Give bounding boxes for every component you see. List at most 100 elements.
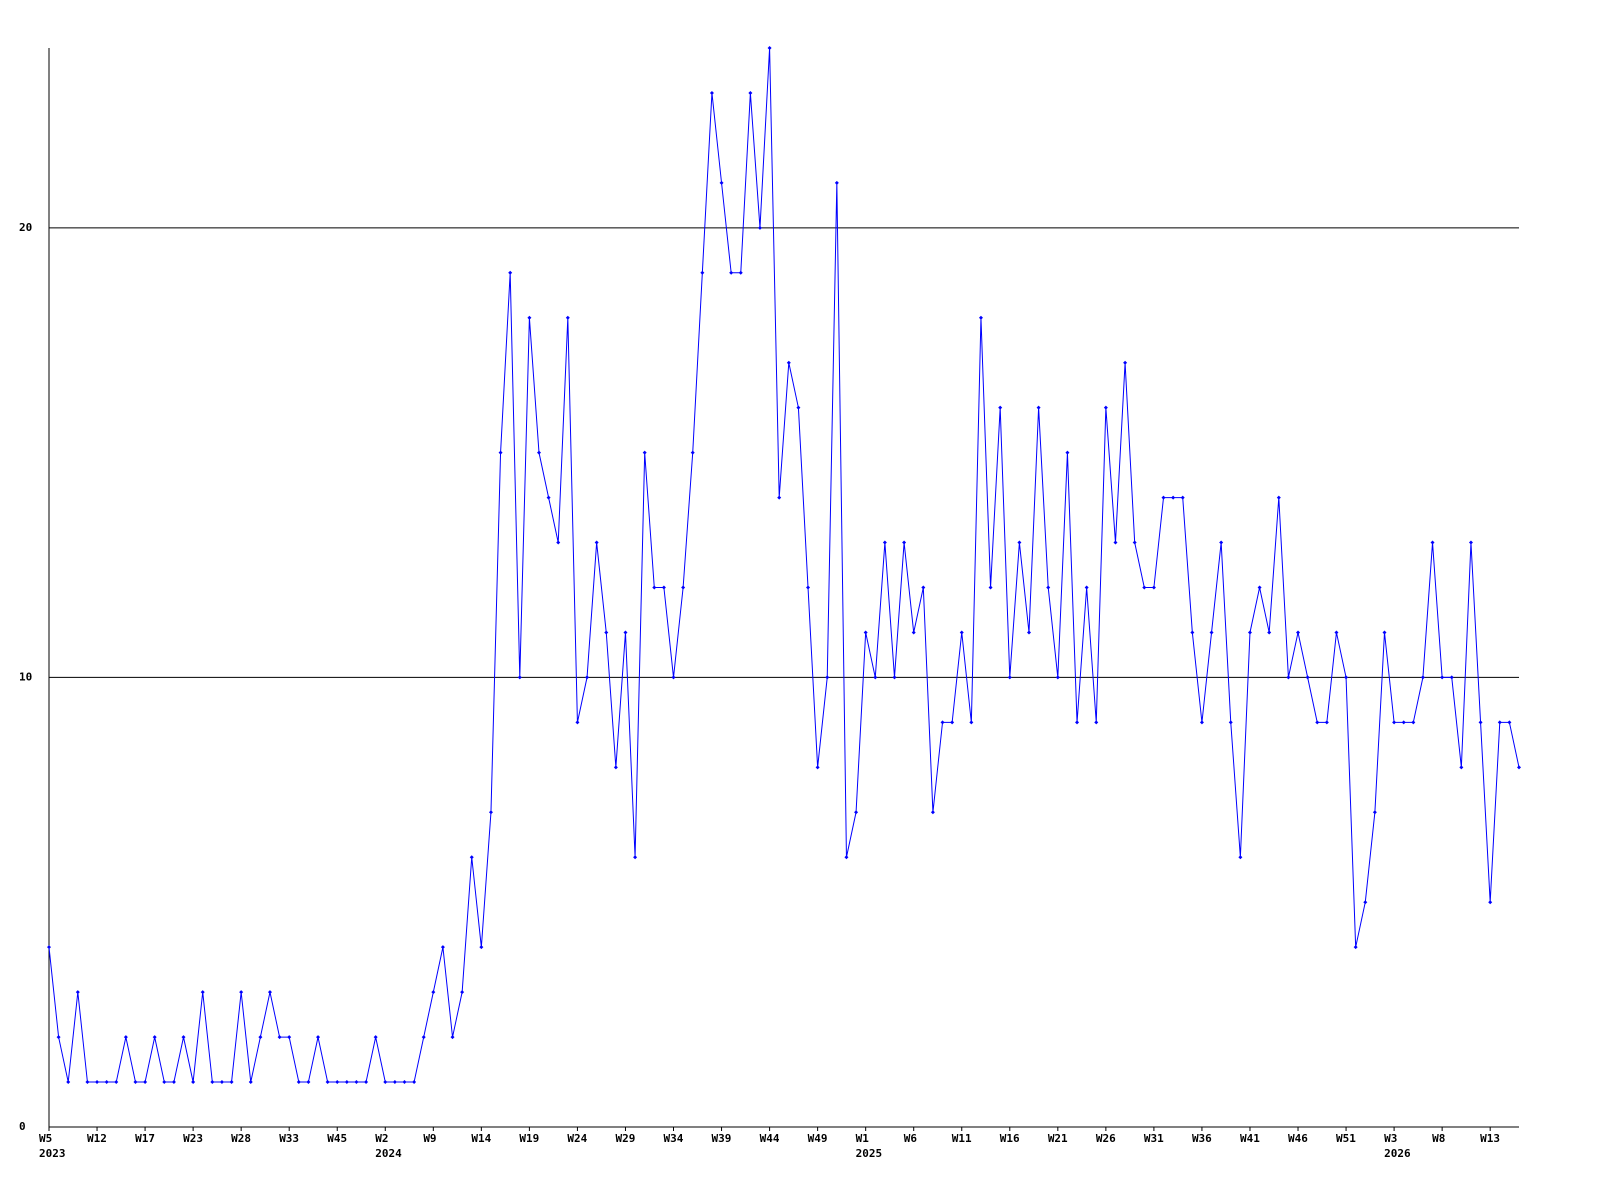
x-year-label: 2025 [856,1147,883,1160]
point [1334,630,1339,635]
point [104,1080,109,1085]
point [786,360,791,365]
point [1180,495,1185,500]
point [950,720,955,725]
point [1440,675,1445,680]
point [815,765,820,770]
x-tick-label: W28 [231,1132,251,1145]
point [335,1080,340,1085]
point [1171,495,1176,500]
point [488,810,493,815]
point [1430,540,1435,545]
point [1036,405,1041,410]
x-tick-label: W36 [1192,1132,1212,1145]
point [219,1080,224,1085]
point [162,1080,167,1085]
point [1478,720,1483,725]
point [1094,720,1099,725]
x-tick-label: W29 [615,1132,635,1145]
point [1055,675,1060,680]
point [1344,675,1349,680]
point [200,990,205,995]
point [412,1080,417,1085]
point [1027,630,1031,635]
point [767,46,772,50]
point [709,90,714,95]
point [757,225,762,230]
x-tick-label: W13 [1480,1132,1500,1145]
x-tick-label: W19 [519,1132,539,1145]
point [1199,720,1204,725]
x-tick-label: W14 [471,1132,491,1145]
x-tick-label: W51 [1336,1132,1356,1145]
point [729,270,734,275]
point [210,1080,215,1085]
point [940,720,945,725]
point [1190,630,1195,635]
x-tick-label: W41 [1240,1132,1260,1145]
point [191,1080,196,1085]
x-tick-label: W11 [952,1132,972,1145]
point [373,1035,378,1040]
point [546,495,551,500]
point [1113,540,1118,545]
point [1353,945,1358,950]
point [825,675,830,680]
x-tick-label: W2 [375,1132,388,1145]
x-tick-label: W9 [423,1132,436,1145]
point [911,630,916,635]
point [114,1080,119,1085]
point [921,585,926,590]
point [306,1080,311,1085]
line [48,47,1520,1083]
point [738,270,743,275]
point [681,585,686,590]
y-tick-label: 20 [19,221,32,234]
point [287,1035,292,1040]
x-tick-label: W49 [808,1132,828,1145]
point [316,1035,321,1040]
x-tick-label: W45 [327,1132,347,1145]
point [594,540,599,545]
point [1459,765,1464,770]
x-tick-label: W24 [567,1132,587,1145]
point [1315,720,1320,725]
point [1401,720,1406,725]
point [277,1035,282,1040]
point [834,180,839,185]
point [642,450,647,455]
point [181,1035,186,1040]
point [1161,495,1166,500]
point [460,990,465,995]
point [1257,585,1262,590]
point [873,675,878,680]
point [1372,810,1377,815]
point [633,855,638,860]
point [469,855,474,860]
point [671,675,676,680]
point [1228,720,1233,725]
point [1468,540,1473,545]
point [1382,630,1387,635]
point [75,990,80,995]
point [1103,405,1108,410]
point [56,1035,61,1040]
point [508,270,513,275]
point [152,1035,157,1040]
point [267,990,272,995]
x-tick-label: W5 [39,1132,52,1145]
point [1209,630,1214,635]
point [1132,540,1137,545]
point [902,540,907,545]
point [892,675,897,680]
point [1305,675,1310,680]
x-tick-label: W12 [87,1132,107,1145]
x-tick-label: W23 [183,1132,203,1145]
point [383,1080,388,1085]
point [239,990,244,995]
point [1488,900,1493,905]
point [229,1080,234,1085]
point [863,630,868,635]
point [959,630,964,635]
point [498,450,503,455]
